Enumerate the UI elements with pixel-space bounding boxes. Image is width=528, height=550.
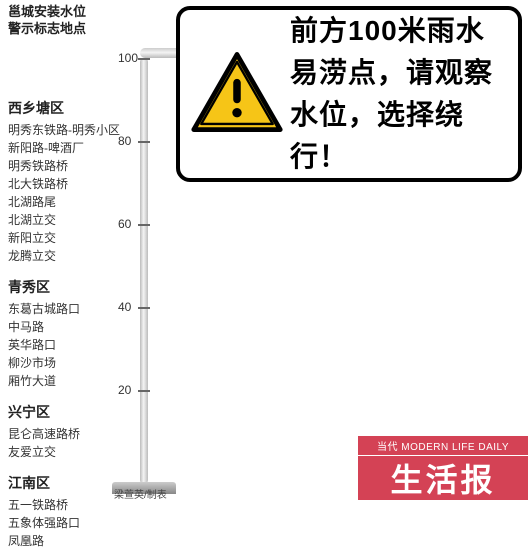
site-name: 昆仑高速路桥 [8, 425, 120, 443]
warning-triangle-icon [190, 50, 284, 139]
scale-tick [138, 141, 150, 143]
credit-text: 梁萱英/制表 [114, 486, 167, 501]
location-list: 西乡塘区明秀东铁路-明秀小区新阳路-啤酒厂明秀铁路桥北大铁路桥北湖路尾北湖立交新… [8, 98, 120, 550]
publication-logo: 当代 MODERN LIFE DAILY 生活报 [358, 436, 528, 500]
sign-text-line: 易涝点，请观察 [290, 52, 504, 94]
site-name: 龙腾立交 [8, 247, 120, 265]
scale-tick-label: 80 [118, 134, 131, 148]
site-name: 新阳立交 [8, 229, 120, 247]
site-name: 北湖路尾 [8, 193, 120, 211]
legend-line1: 邕城安装水位 [8, 4, 86, 21]
pole-vertical [140, 58, 148, 484]
scale-tick [138, 224, 150, 226]
sign-text: 前方100米雨水 易涝点，请观察 水位，选择绕行！ [290, 10, 504, 178]
site-name: 英华路口 [8, 336, 120, 354]
scale-tick-label: 20 [118, 383, 131, 397]
district-name: 兴宁区 [8, 402, 120, 423]
warning-sign: 前方100米雨水 易涝点，请观察 水位，选择绕行！ [176, 6, 522, 182]
site-name: 北大铁路桥 [8, 175, 120, 193]
sign-text-line: 水位，选择绕行！ [290, 94, 504, 178]
district-name: 青秀区 [8, 277, 120, 298]
site-name: 新阳路-啤酒厂 [8, 139, 120, 157]
district-name: 西乡塘区 [8, 98, 120, 119]
site-name: 厢竹大道 [8, 372, 120, 390]
site-name: 明秀东铁路-明秀小区 [8, 121, 120, 139]
site-name: 五象体强路口 [8, 514, 120, 532]
site-name: 友爱立交 [8, 443, 120, 461]
scale-tick [138, 390, 150, 392]
logo-title: 生活报 [358, 456, 528, 500]
sign-text-line: 前方100米雨水 [290, 10, 504, 52]
legend-line2: 警示标志地点 [8, 21, 86, 38]
scale-tick-label: 60 [118, 217, 131, 231]
site-name: 北湖立交 [8, 211, 120, 229]
scale-tick [138, 307, 150, 309]
site-name: 中马路 [8, 318, 120, 336]
scale-tick-label: 100 [118, 51, 138, 65]
scale-tick-label: 40 [118, 300, 131, 314]
logo-subtitle: 当代 MODERN LIFE DAILY [358, 436, 528, 456]
site-name: 明秀铁路桥 [8, 157, 120, 175]
site-name: 柳沙市场 [8, 354, 120, 372]
site-name: 五一铁路桥 [8, 496, 120, 514]
site-name: 凤凰路 [8, 532, 120, 550]
district-name: 江南区 [8, 473, 120, 494]
scale-tick [138, 58, 150, 60]
site-name: 东葛古城路口 [8, 300, 120, 318]
